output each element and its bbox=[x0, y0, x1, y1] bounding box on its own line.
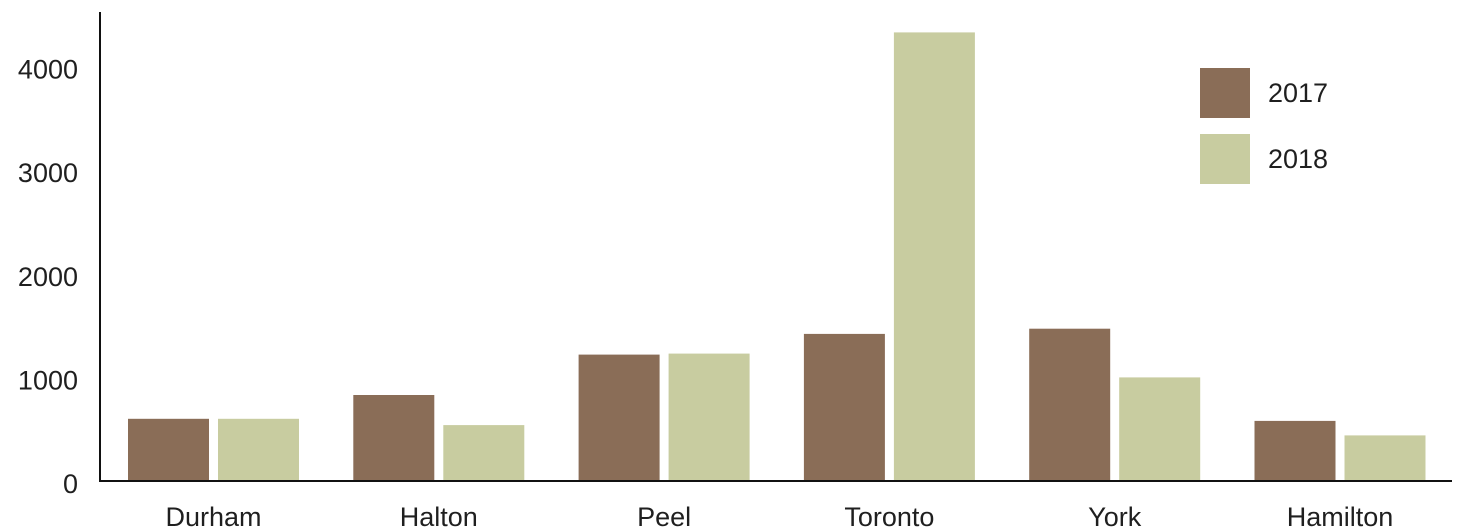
bar-peel-2018 bbox=[668, 353, 750, 481]
bar-durham-2018 bbox=[218, 418, 299, 481]
legend-label-2017: 2017 bbox=[1268, 78, 1328, 108]
legend-label-2018: 2018 bbox=[1268, 144, 1328, 174]
bar-hamilton-2017 bbox=[1254, 420, 1336, 481]
bar-durham-2017 bbox=[128, 418, 209, 481]
y-tick-label: 1000 bbox=[18, 365, 78, 395]
x-category-labels: Durham Halton Peel Toronto York Hamilton bbox=[165, 502, 1393, 529]
y-tick-label: 3000 bbox=[18, 158, 78, 188]
legend: 2017 2018 bbox=[1200, 68, 1328, 184]
x-tick-label: Toronto bbox=[844, 502, 934, 529]
x-tick-label: Peel bbox=[637, 502, 691, 529]
legend-swatch-2017 bbox=[1200, 68, 1250, 118]
bar-halton-2018 bbox=[443, 425, 525, 481]
y-tick-labels: 0 1000 2000 3000 4000 bbox=[18, 55, 78, 499]
bar-toronto-2017 bbox=[803, 333, 885, 481]
bar-york-2018 bbox=[1119, 377, 1201, 481]
bar-hamilton-2018 bbox=[1344, 435, 1426, 481]
bar-halton-2017 bbox=[353, 395, 435, 481]
bar-peel-2017 bbox=[578, 354, 660, 481]
y-tick-label: 2000 bbox=[18, 262, 78, 292]
y-tick-label: 0 bbox=[63, 469, 78, 499]
bar-toronto-2018 bbox=[893, 32, 975, 482]
axes-layer bbox=[99, 12, 1452, 482]
y-tick-label: 4000 bbox=[18, 55, 78, 85]
x-tick-label: Halton bbox=[400, 502, 478, 529]
x-tick-label: York bbox=[1088, 502, 1142, 529]
x-tick-label: Hamilton bbox=[1287, 502, 1394, 529]
legend-swatch-2018 bbox=[1200, 134, 1250, 184]
x-tick-label: Durham bbox=[165, 502, 261, 529]
bars-layer bbox=[128, 32, 1426, 482]
bar-york-2017 bbox=[1029, 328, 1111, 481]
